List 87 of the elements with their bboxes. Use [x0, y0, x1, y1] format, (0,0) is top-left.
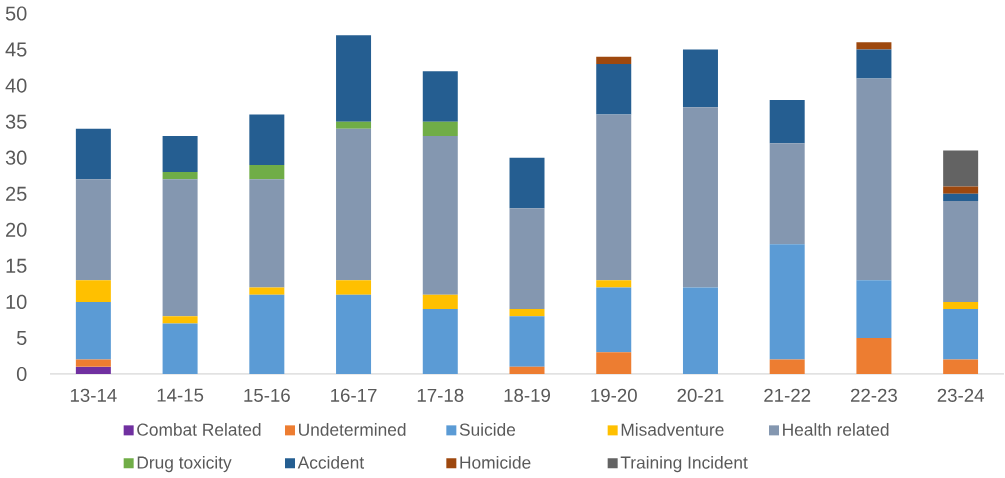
bar — [509, 309, 545, 317]
legend-label: Homicide — [460, 455, 531, 469]
bar — [596, 287, 632, 353]
y-tick-label: 50 — [5, 6, 27, 21]
x-tick-label: 21-22 — [764, 388, 811, 402]
y-tick-label: 15 — [6, 258, 27, 273]
bar — [943, 309, 979, 360]
bar — [509, 157, 545, 209]
legend-label: Training Incident — [620, 455, 748, 473]
bar — [336, 280, 372, 295]
x-tick-label: 17-18 — [417, 388, 464, 402]
x-tick-label: 20-21 — [677, 388, 724, 402]
bar — [856, 78, 892, 281]
legend-label: Accident — [297, 455, 365, 469]
bar — [249, 294, 285, 374]
x-tick-label: 14-15 — [157, 388, 204, 402]
legend-label: Suicide — [459, 423, 516, 436]
legend-label: Misadventure — [621, 423, 724, 436]
bar — [75, 179, 111, 281]
bar — [943, 301, 979, 310]
bar — [162, 136, 198, 173]
bar — [596, 114, 632, 281]
x-tick-label: 18-19 — [504, 388, 550, 402]
legend-label: Health related — [783, 423, 889, 436]
bar — [596, 56, 632, 64]
x-tick-label: 23-24 — [937, 388, 984, 402]
legend-label: Drug toxicity — [137, 455, 232, 473]
y-tick-label: 45 — [5, 42, 27, 57]
bar — [856, 42, 892, 50]
y-tick-label: 0 — [16, 366, 27, 382]
bar — [249, 179, 285, 288]
bar — [943, 150, 979, 187]
bar — [336, 35, 372, 122]
bar — [75, 280, 111, 302]
x-tick-label: 19-20 — [591, 388, 637, 402]
bar — [249, 114, 285, 165]
bar — [682, 49, 718, 108]
bar — [336, 128, 372, 281]
bar — [943, 200, 979, 302]
bar — [682, 287, 718, 374]
bar — [856, 280, 892, 338]
bar — [75, 128, 111, 180]
y-tick-label: 35 — [5, 114, 27, 129]
bar — [336, 294, 372, 374]
bar — [162, 172, 198, 180]
legend-label: Undetermined — [299, 423, 406, 436]
legend-label: Combat Related — [137, 423, 261, 436]
y-tick-label: 20 — [6, 222, 27, 237]
x-tick-label: 22-23 — [850, 388, 897, 402]
x-tick-label: 13-14 — [70, 388, 117, 402]
bar — [162, 179, 198, 317]
bar — [682, 107, 718, 288]
y-tick-label: 30 — [5, 150, 27, 165]
bar — [509, 366, 545, 374]
bar — [596, 280, 632, 288]
bar — [769, 244, 805, 360]
bar — [75, 366, 111, 374]
bar — [75, 359, 111, 367]
bar — [509, 208, 545, 310]
bar — [162, 316, 198, 324]
bar — [422, 309, 458, 374]
bar — [75, 301, 111, 360]
bar — [596, 352, 632, 374]
bar — [769, 143, 805, 245]
bar — [856, 49, 892, 79]
bar — [943, 186, 979, 194]
bar — [422, 121, 458, 137]
bar — [249, 287, 285, 295]
bar — [422, 71, 458, 122]
y-tick-label: 10 — [6, 294, 27, 309]
bar — [943, 359, 979, 374]
bar — [336, 121, 372, 129]
y-tick-label: 40 — [5, 78, 27, 93]
bar — [249, 164, 285, 180]
bar — [422, 294, 458, 310]
bar — [162, 323, 198, 374]
bar — [596, 63, 632, 115]
x-tick-label: 16-17 — [331, 388, 377, 402]
y-tick-label: 5 — [16, 330, 27, 345]
bar — [509, 316, 545, 367]
bar — [856, 337, 892, 374]
bar — [422, 136, 458, 295]
bar — [769, 100, 805, 144]
bar — [769, 359, 805, 374]
y-tick-label: 25 — [6, 186, 27, 201]
x-tick-label: 15-16 — [244, 388, 290, 402]
bar — [943, 193, 979, 201]
